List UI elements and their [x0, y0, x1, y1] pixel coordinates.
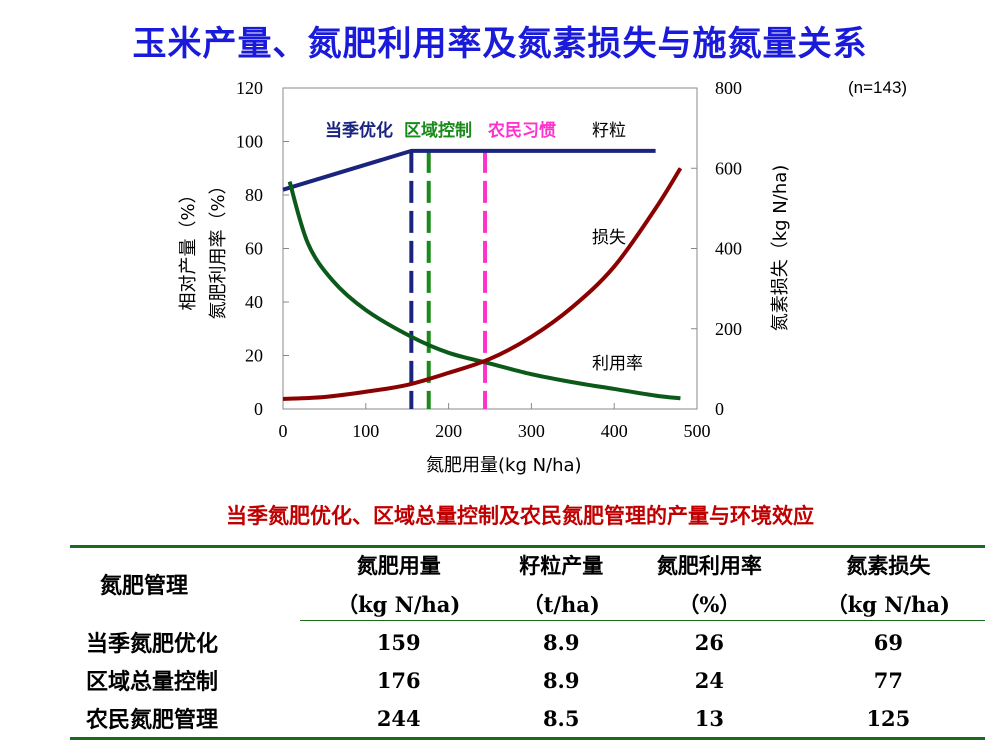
table-bottom-rule [70, 737, 985, 740]
unit-yield: （t/ha) [522, 592, 600, 617]
results-table: 氮肥管理 氮肥用量 籽粒产量 氮肥利用率 氮素损失 （kg N/ha) （t/h… [70, 545, 985, 737]
cell-n-rate: 159 [376, 629, 421, 655]
y-right-tick-label: 400 [715, 239, 742, 259]
y-left-tick-label: 60 [245, 239, 263, 259]
series-label-grain: 籽粒 [592, 121, 626, 141]
series-line-1 [282, 148, 656, 192]
y-right-axis-title: 氮素损失（kg N/ha) [770, 165, 791, 332]
unit-efficiency: （%） [678, 592, 741, 617]
x-tick-label: 100 [352, 421, 379, 441]
y-left-tick-label: 100 [236, 132, 263, 152]
y-right-tick-label: 200 [715, 319, 742, 339]
cell-yield: 8.5 [542, 705, 580, 731]
header-loss: 氮素损失 [846, 553, 931, 578]
header-management: 氮肥管理 [100, 573, 189, 599]
cell-loss: 77 [873, 667, 903, 693]
cell-loss: 69 [873, 629, 903, 655]
vline-label: 当季优化 [325, 120, 393, 141]
unit-n-rate: （kg N/ha) [337, 592, 461, 617]
x-axis-title: 氮肥用量(kg N/ha) [426, 455, 582, 476]
row-label: 当季氮肥优化 [86, 631, 219, 657]
table-top-rule [70, 545, 985, 548]
header-n-rate: 氮肥用量 [356, 553, 441, 578]
series-line-2 [287, 181, 681, 401]
cell-efficiency: 24 [694, 667, 725, 693]
table-row: 农民氮肥管理 244 8.5 13 125 [70, 699, 985, 737]
vline-label: 农民习惯 [487, 120, 556, 141]
series-line-3 [282, 167, 683, 401]
cell-yield: 8.9 [542, 667, 580, 693]
y-left-tick-label: 120 [236, 78, 263, 98]
row-label: 区域总量控制 [86, 669, 219, 695]
cell-efficiency: 13 [694, 705, 725, 731]
cell-loss: 125 [866, 705, 911, 731]
row-label: 农民氮肥管理 [86, 707, 219, 733]
y-left-axis-title-1: 相对产量（%） [178, 185, 199, 310]
table-row: 区域总量控制 176 8.9 24 77 [70, 661, 985, 699]
y-left-tick-label: 0 [254, 399, 263, 419]
sample-size-note: (n=143) [848, 78, 908, 97]
table-caption: 当季氮肥优化、区域总量控制及农民氮肥管理的产量与环境效应 [226, 503, 814, 528]
unit-loss: （kg N/ha) [826, 592, 950, 617]
x-tick-label: 400 [601, 421, 628, 441]
header-yield: 籽粒产量 [519, 553, 604, 578]
series-label-efficiency: 利用率 [592, 354, 643, 374]
y-left-axis-title-2: 氮肥利用率（%） [208, 176, 229, 319]
y-right-tick-label: 600 [715, 158, 742, 178]
table-row: 当季氮肥优化 159 8.9 26 69 [70, 623, 985, 661]
cell-n-rate: 244 [376, 705, 421, 731]
y-left-tick-label: 20 [245, 346, 263, 366]
cell-yield: 8.9 [542, 629, 580, 655]
cell-n-rate: 176 [376, 667, 421, 693]
x-tick-label: 200 [435, 421, 462, 441]
y-left-tick-label: 80 [245, 185, 263, 205]
x-tick-label: 0 [279, 421, 288, 441]
x-tick-label: 500 [684, 421, 711, 441]
cell-efficiency: 26 [694, 629, 725, 655]
vline-label: 区域控制 [404, 120, 472, 141]
table-header-rule [300, 620, 985, 621]
x-tick-label: 300 [518, 421, 545, 441]
series-label-loss: 损失 [592, 228, 626, 248]
nitrogen-chart: 0 100 200 300 400 500020406080100120020040060… [178, 78, 791, 476]
page-title: 玉米产量、氮肥利用率及氮素损失与施氮量关系 [132, 24, 868, 64]
header-efficiency: 氮肥利用率 [656, 553, 762, 578]
y-left-tick-label: 40 [245, 292, 263, 312]
y-right-tick-label: 0 [715, 399, 724, 419]
y-right-tick-label: 800 [715, 78, 742, 98]
